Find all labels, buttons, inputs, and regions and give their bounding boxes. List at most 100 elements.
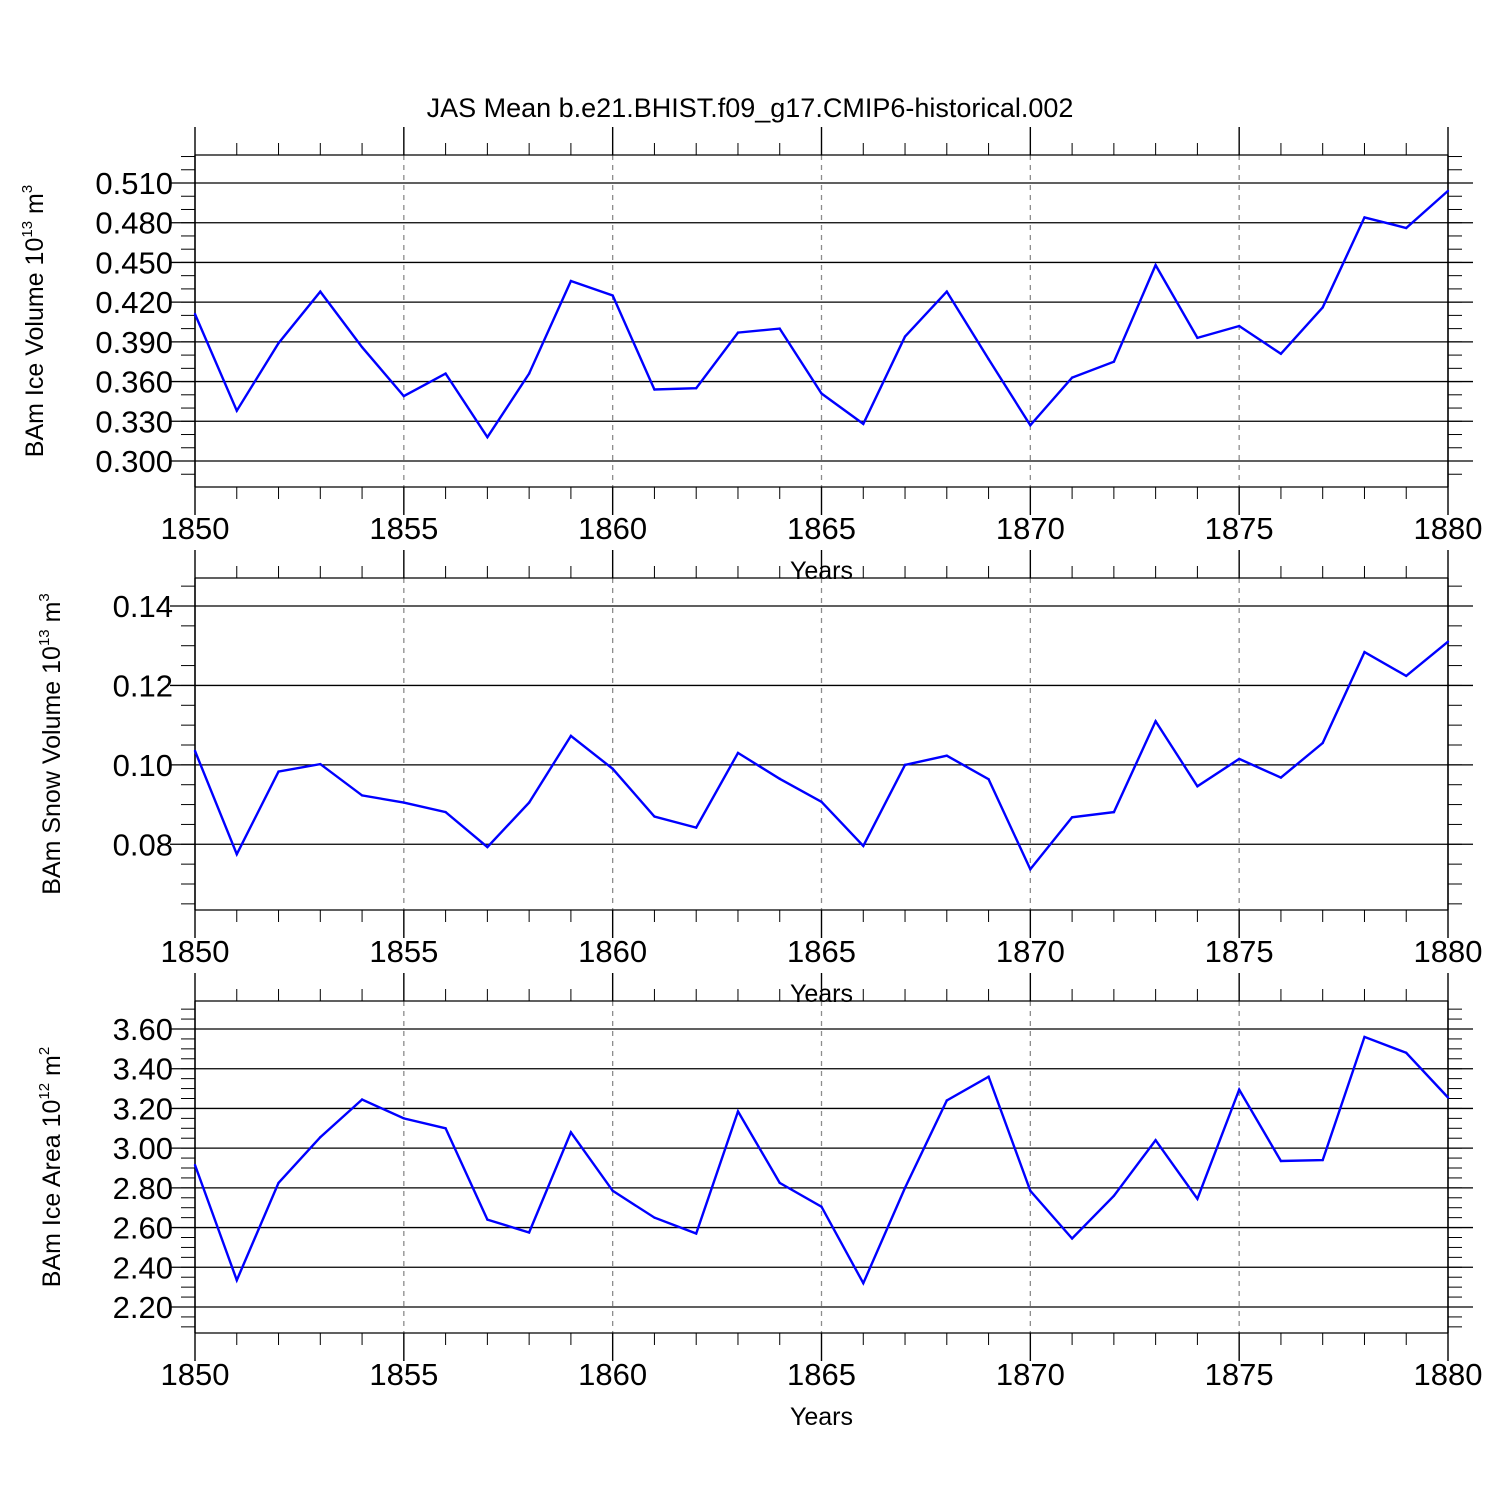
panel-ice-volume: 0.300 0.330 0.360 0.390 0.420 0.450 0.480 0.510…	[19, 127, 1482, 585]
data-point	[611, 1189, 614, 1193]
data-point	[319, 762, 322, 766]
data-point	[862, 844, 865, 848]
data-point	[862, 422, 865, 426]
y-axis-title-unit-exponent: 3	[19, 185, 36, 193]
data-point	[486, 435, 489, 439]
data-point	[1196, 1197, 1199, 1200]
data-point	[1237, 1088, 1241, 1091]
y-tick-label: 3.60	[113, 1012, 173, 1047]
data-point	[444, 1127, 447, 1130]
x-tick-label: 1850	[161, 934, 230, 969]
data-point	[1237, 324, 1241, 328]
y-axis-title-unit-exponent: 2	[36, 1047, 53, 1055]
data-point	[1363, 1035, 1366, 1039]
x-tick-label: 1850	[161, 511, 230, 546]
y-tick-label: 0.480	[95, 206, 173, 241]
data-point	[1029, 868, 1032, 871]
data-point	[778, 777, 781, 780]
data-point	[444, 810, 447, 814]
data-point	[1321, 741, 1324, 745]
data-point	[486, 1218, 489, 1221]
data-point	[235, 409, 238, 412]
data-point	[1237, 757, 1241, 761]
data-point	[1405, 1051, 1408, 1055]
x-tick-label: 1875	[1205, 934, 1274, 969]
data-point	[903, 763, 907, 767]
data-point	[1070, 816, 1074, 819]
data-point	[945, 1099, 948, 1102]
y-axis-title-main: BAm Ice Area 10	[38, 1100, 66, 1288]
data-point	[1154, 263, 1157, 267]
y-tick-label: 2.60	[113, 1211, 173, 1246]
y-tick-label: 0.12	[113, 668, 173, 703]
data-point	[1154, 1139, 1157, 1142]
data-point	[903, 335, 907, 338]
x-tick-label: 1865	[787, 934, 856, 969]
data-point	[653, 1216, 656, 1219]
y-tick-label: 0.360	[95, 365, 173, 400]
y-axis-title-unit: m	[38, 602, 66, 630]
data-point	[527, 372, 531, 375]
data-point	[1112, 1194, 1116, 1198]
x-tick-label: 1855	[369, 1357, 438, 1392]
y-axis-title-main: BAm Snow Volume 10	[38, 646, 66, 895]
x-tick-label: 1860	[578, 511, 647, 546]
y-axis-title: BAm Ice Area 1012 m2	[36, 1047, 66, 1287]
y-tick-label: 3.00	[113, 1131, 173, 1166]
data-point	[945, 754, 948, 757]
y-axis-title-exponent: 12	[36, 1083, 53, 1100]
data-point	[778, 327, 781, 330]
data-point	[820, 1205, 823, 1208]
y-axis-title-unit-exponent: 3	[36, 593, 53, 601]
data-point	[736, 331, 740, 334]
data-point	[778, 1181, 781, 1185]
data-point	[736, 1110, 740, 1113]
data-point	[444, 372, 447, 375]
y-axis-title-exponent: 13	[19, 221, 36, 238]
x-tick-label: 1865	[787, 1357, 856, 1392]
data-point	[277, 341, 280, 345]
data-point	[1446, 189, 1450, 193]
data-point	[1405, 674, 1408, 678]
data-point	[569, 734, 573, 738]
data-point	[987, 357, 990, 361]
data-point	[235, 1278, 238, 1282]
data-point	[360, 794, 364, 797]
y-tick-label: 0.390	[95, 325, 173, 360]
data-point	[319, 290, 322, 293]
data-point	[1029, 1189, 1032, 1193]
data-point	[653, 388, 656, 391]
data-point	[360, 345, 364, 349]
y-axis-title: BAm Snow Volume 1013 m3	[36, 593, 66, 895]
data-point	[402, 801, 406, 804]
data-point	[402, 1117, 406, 1120]
x-axis-title: Years	[790, 1403, 853, 1431]
data-point	[569, 279, 573, 283]
y-tick-label: 2.40	[113, 1250, 173, 1285]
data-point	[1405, 226, 1408, 230]
x-tick-label: 1850	[161, 1357, 230, 1392]
y-tick-label: 0.14	[113, 589, 173, 624]
data-point	[1446, 1096, 1450, 1099]
data-point	[569, 1131, 573, 1134]
data-point	[1279, 352, 1283, 355]
y-tick-label: 0.450	[95, 245, 173, 280]
x-tick-label: 1855	[369, 934, 438, 969]
data-point	[1279, 776, 1283, 779]
x-tick-label: 1880	[1414, 511, 1483, 546]
data-point	[1070, 376, 1074, 379]
data-point	[611, 294, 614, 297]
data-point	[1279, 1159, 1283, 1163]
data-point	[987, 777, 990, 781]
data-point	[1112, 360, 1116, 363]
x-tick-label: 1860	[578, 1357, 647, 1392]
data-point	[1196, 336, 1199, 340]
y-tick-label: 0.330	[95, 404, 173, 439]
y-tick-label: 0.510	[95, 166, 173, 201]
data-point	[193, 1163, 197, 1167]
data-point	[486, 845, 489, 849]
data-point	[235, 853, 238, 856]
y-tick-label: 3.40	[113, 1052, 173, 1087]
y-tick-label: 2.20	[113, 1290, 173, 1325]
data-point	[1363, 650, 1366, 654]
